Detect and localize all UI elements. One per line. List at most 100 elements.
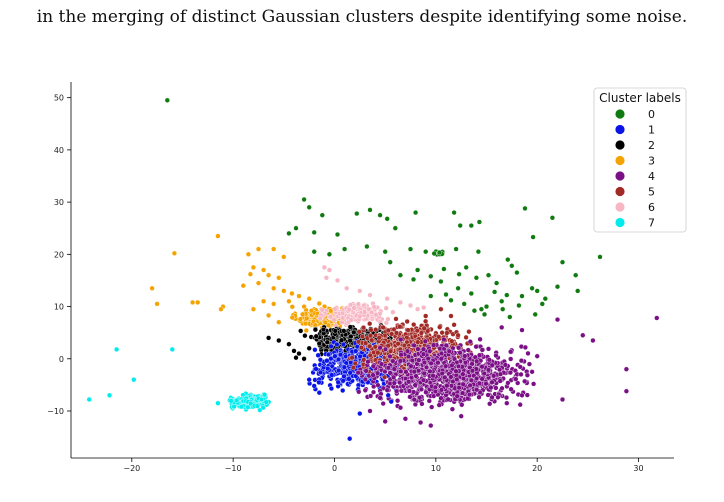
point-cluster-4	[355, 370, 361, 376]
point-cluster-5	[375, 350, 381, 356]
point-cluster-4	[365, 359, 371, 365]
point-cluster-5	[388, 348, 394, 354]
point-cluster-3	[266, 272, 272, 278]
point-cluster-3	[271, 246, 277, 252]
point-cluster-7	[215, 400, 221, 406]
point-cluster-6	[351, 305, 357, 311]
point-cluster-7	[228, 398, 234, 404]
point-cluster-4	[489, 379, 495, 385]
point-cluster-1	[385, 392, 391, 398]
point-cluster-4	[487, 401, 493, 407]
point-cluster-0	[431, 250, 437, 257]
point-cluster-2	[291, 348, 297, 354]
point-cluster-5	[437, 324, 443, 330]
point-cluster-1	[316, 390, 322, 396]
point-cluster-2	[320, 327, 327, 333]
point-cluster-0	[532, 311, 538, 318]
point-cluster-4	[397, 358, 404, 364]
point-cluster-5	[367, 321, 373, 327]
point-cluster-4	[486, 357, 492, 363]
point-cluster-4	[507, 370, 514, 376]
point-cluster-0	[319, 212, 325, 218]
point-cluster-4	[420, 377, 427, 383]
point-cluster-5	[361, 357, 367, 363]
legend-label-6: 6	[648, 201, 655, 214]
point-cluster-5	[438, 306, 444, 312]
point-cluster-4	[474, 358, 480, 364]
point-cluster-1	[353, 348, 359, 354]
point-cluster-4	[430, 373, 436, 379]
point-cluster-2	[347, 324, 353, 330]
point-cluster-0	[164, 97, 170, 103]
point-cluster-7	[248, 401, 254, 407]
point-cluster-4	[479, 376, 485, 382]
point-cluster-4	[476, 394, 482, 400]
point-cluster-4	[497, 371, 504, 377]
point-cluster-3	[328, 308, 334, 314]
point-cluster-5	[389, 331, 395, 337]
point-cluster-4	[455, 363, 462, 370]
point-cluster-0	[436, 249, 443, 256]
point-cluster-4	[390, 358, 396, 364]
legend-label-3: 3	[648, 155, 655, 168]
point-cluster-6	[397, 299, 404, 306]
point-cluster-4	[495, 394, 501, 400]
point-cluster-4	[469, 368, 476, 374]
point-cluster-4	[467, 339, 473, 345]
point-cluster-4	[590, 337, 596, 344]
point-cluster-4	[387, 353, 393, 360]
point-cluster-0	[476, 219, 483, 225]
point-cluster-0	[573, 272, 579, 278]
point-cluster-4	[419, 401, 425, 407]
point-cluster-0	[407, 246, 414, 252]
point-cluster-4	[371, 383, 377, 390]
point-cluster-2	[341, 328, 347, 334]
point-cluster-4	[412, 382, 418, 388]
point-cluster-0	[505, 257, 511, 263]
point-cluster-4	[508, 386, 514, 392]
point-cluster-0	[500, 306, 506, 312]
point-cluster-0	[334, 231, 341, 238]
point-cluster-4	[534, 353, 540, 359]
point-cluster-5	[411, 322, 417, 328]
point-cluster-5	[444, 330, 450, 336]
point-cluster-0	[471, 308, 478, 314]
point-cluster-3	[297, 316, 304, 322]
legend-title: Cluster labels	[599, 91, 681, 105]
point-cluster-0	[311, 249, 317, 255]
point-cluster-3	[215, 233, 221, 239]
point-cluster-4	[411, 369, 417, 375]
point-cluster-7	[106, 392, 113, 398]
point-cluster-4	[462, 353, 468, 359]
point-cluster-6	[383, 305, 389, 311]
point-cluster-1	[337, 352, 344, 358]
point-cluster-6	[344, 285, 350, 291]
point-cluster-1	[340, 378, 346, 384]
point-cluster-7	[254, 403, 261, 409]
y-tick-label: 20	[54, 250, 64, 259]
point-cluster-5	[382, 374, 388, 380]
point-cluster-5	[397, 324, 403, 330]
point-cluster-0	[387, 259, 393, 265]
point-cluster-4	[370, 389, 377, 395]
point-cluster-4	[448, 383, 455, 389]
point-cluster-4	[499, 385, 505, 391]
point-cluster-4	[485, 346, 492, 352]
point-cluster-4	[397, 380, 403, 386]
point-cluster-6	[369, 309, 375, 316]
point-cluster-4	[416, 368, 422, 374]
point-cluster-5	[385, 327, 391, 334]
point-cluster-4	[460, 390, 466, 396]
x-tick-label: 10	[431, 464, 441, 473]
point-cluster-1	[341, 373, 347, 380]
point-cluster-4	[479, 364, 485, 370]
y-tick-label: 10	[54, 303, 64, 312]
legend-marker-0	[615, 109, 625, 119]
point-cluster-3	[247, 271, 254, 277]
point-cluster-6	[317, 315, 323, 321]
x-tick-label: −20	[123, 464, 140, 473]
point-cluster-7	[258, 396, 265, 403]
point-cluster-4	[391, 374, 397, 380]
point-cluster-5	[363, 340, 369, 346]
point-cluster-4	[517, 364, 523, 370]
